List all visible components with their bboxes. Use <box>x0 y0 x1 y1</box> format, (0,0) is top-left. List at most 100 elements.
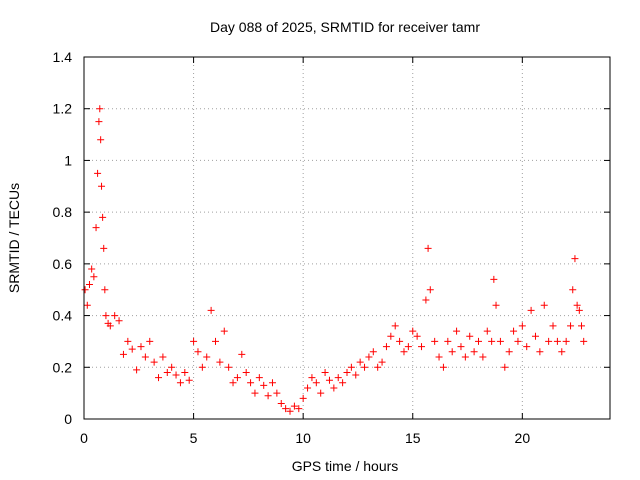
data-point <box>81 286 89 294</box>
data-point <box>470 348 478 356</box>
data-point <box>558 348 566 356</box>
data-point <box>553 337 561 345</box>
data-point <box>159 353 167 361</box>
data-point <box>356 358 364 366</box>
data-point <box>119 350 127 358</box>
data-point <box>391 322 399 330</box>
data-point <box>424 244 432 252</box>
data-point <box>334 374 342 382</box>
data-point <box>216 358 224 366</box>
data-point <box>242 368 250 376</box>
data-point <box>124 337 132 345</box>
y-tick-label: 0.2 <box>53 359 73 375</box>
data-point <box>92 224 100 232</box>
data-point <box>571 255 579 263</box>
data-point <box>536 348 544 356</box>
data-point <box>168 363 176 371</box>
data-point <box>155 374 163 382</box>
data-point <box>277 399 285 407</box>
data-point <box>247 379 255 387</box>
data-point <box>190 337 198 345</box>
data-point <box>426 286 434 294</box>
data-point <box>295 405 303 413</box>
data-point <box>382 343 390 351</box>
x-tick-label: 10 <box>295 430 311 446</box>
data-point <box>225 363 233 371</box>
y-tick-label: 0.6 <box>53 256 73 272</box>
data-point <box>325 376 333 384</box>
data-point <box>496 337 504 345</box>
data-point <box>545 337 553 345</box>
data-point <box>422 296 430 304</box>
data-point <box>339 379 347 387</box>
data-point <box>431 337 439 345</box>
data-point <box>505 348 513 356</box>
data-point <box>273 389 281 397</box>
axis-layer: 0 0.2 0.4 0.6 0.8 1 1.2 1.4 0 5 10 15 20 <box>53 49 610 446</box>
plot-frame <box>83 56 611 420</box>
data-point <box>286 407 294 415</box>
data-point <box>198 363 206 371</box>
data-point <box>299 394 307 402</box>
data-point <box>479 353 487 361</box>
data-point <box>90 273 98 281</box>
data-point <box>567 322 575 330</box>
y-tick-label: 1.2 <box>53 101 73 117</box>
data-point <box>483 327 491 335</box>
data-point <box>409 327 417 335</box>
data-point <box>133 366 141 374</box>
data-point <box>562 337 570 345</box>
data-point <box>85 281 93 289</box>
y-tick-label: 1 <box>64 152 72 168</box>
data-point <box>453 327 461 335</box>
data-point <box>212 337 219 345</box>
data-point <box>540 301 548 309</box>
data-point <box>102 312 110 320</box>
data-point <box>185 376 193 384</box>
data-point <box>255 374 263 382</box>
data-point <box>220 327 228 335</box>
data-point <box>229 379 237 387</box>
data-point <box>378 358 386 366</box>
data-point <box>387 332 395 340</box>
data-point <box>518 322 526 330</box>
data-point <box>352 371 360 379</box>
data-point <box>304 384 312 392</box>
data-point <box>347 363 355 371</box>
data-point <box>435 353 443 361</box>
data-point <box>106 322 114 330</box>
data-point <box>580 337 588 345</box>
data-point <box>282 405 290 413</box>
data-series-srmtid <box>81 105 588 415</box>
x-axis-label: GPS time / hours <box>292 458 399 474</box>
data-point <box>95 118 103 126</box>
y-tick-label: 1.4 <box>53 49 73 65</box>
data-point <box>268 379 276 387</box>
data-point <box>141 353 149 361</box>
data-point <box>569 286 577 294</box>
y-tick-label: 0.8 <box>53 204 73 220</box>
data-point <box>194 348 202 356</box>
data-point <box>549 322 557 330</box>
data-point <box>510 327 518 335</box>
data-point <box>115 317 123 325</box>
data-point <box>439 363 447 371</box>
data-point <box>330 384 338 392</box>
data-point <box>490 275 498 283</box>
data-point <box>374 363 382 371</box>
data-point <box>233 374 241 382</box>
data-point <box>444 337 452 345</box>
data-point <box>369 348 377 356</box>
data-point <box>97 136 105 144</box>
data-point <box>514 337 522 345</box>
y-tick-label: 0 <box>64 411 72 427</box>
data-point <box>111 312 119 320</box>
x-tick-label: 5 <box>190 430 198 446</box>
y-tick-label: 0.4 <box>53 308 73 324</box>
data-point <box>146 337 154 345</box>
data-point <box>83 301 91 309</box>
y-axis-label: SRMTID / TECUs <box>6 183 22 293</box>
data-point <box>251 389 259 397</box>
data-point <box>418 343 426 351</box>
data-point <box>98 182 106 190</box>
